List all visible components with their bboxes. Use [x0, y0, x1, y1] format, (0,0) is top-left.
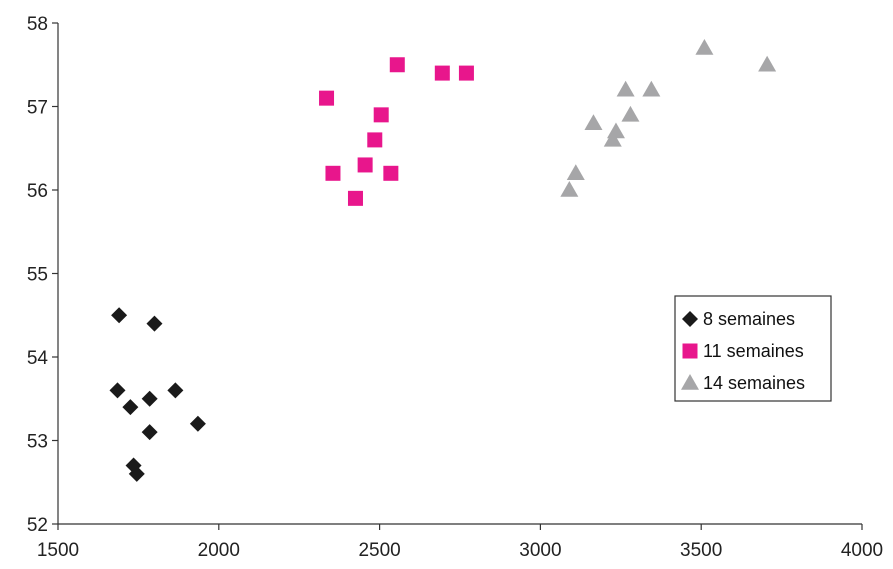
- legend-box: [674, 295, 832, 402]
- x-tick-label: 2000: [198, 540, 240, 561]
- data-points: [109, 39, 777, 482]
- data-point-triangle: [606, 122, 625, 139]
- legend: 8 semaines 11 semaines 14 semaines: [674, 295, 832, 402]
- legend-marker-square: [682, 343, 698, 359]
- data-point-triangle: [621, 105, 640, 122]
- ticks: 52 53 54 55 56 57 58 1500 2000 2500 3000 3500 4000: [27, 14, 883, 561]
- data-point-square: [373, 107, 389, 123]
- data-point-square: [357, 157, 373, 173]
- data-point-diamond: [111, 307, 128, 324]
- data-point-square: [458, 65, 474, 81]
- data-point-triangle: [758, 55, 777, 72]
- legend-label: 11 semaines: [703, 341, 804, 361]
- y-tick-label: 53: [27, 432, 48, 453]
- legend-label: 8 semaines: [703, 309, 795, 329]
- data-point-diamond: [109, 382, 126, 399]
- data-point-diamond: [167, 382, 184, 399]
- legend-marker-triangle: [681, 374, 699, 390]
- axes: [57, 23, 862, 525]
- data-point-diamond: [141, 390, 158, 407]
- x-tick-label: 2500: [358, 540, 400, 561]
- data-point-triangle: [566, 164, 585, 181]
- data-point-square: [383, 165, 399, 181]
- data-point-square: [319, 90, 335, 106]
- data-point-diamond: [141, 424, 158, 441]
- data-point-triangle: [584, 114, 603, 130]
- data-point-triangle: [560, 181, 579, 197]
- y-tick-label: 57: [27, 98, 48, 119]
- y-tick-label: 56: [27, 181, 48, 202]
- y-tick-label: 55: [27, 265, 48, 286]
- data-point-diamond: [146, 315, 163, 332]
- data-point-square: [389, 57, 405, 73]
- y-tick-label: 52: [27, 515, 48, 536]
- data-point-triangle: [642, 80, 661, 97]
- data-point-square: [434, 65, 450, 81]
- x-tick-label: 4000: [841, 540, 883, 561]
- legend-label: 14 semaines: [703, 373, 805, 393]
- y-tick-label: 58: [27, 14, 48, 35]
- x-tick-label: 1500: [37, 540, 79, 561]
- x-tick-label: 3000: [519, 540, 561, 561]
- data-point-triangle: [695, 39, 714, 55]
- data-point-diamond: [122, 399, 139, 416]
- legend-marker-diamond: [682, 311, 698, 327]
- y-tick-label: 54: [27, 348, 49, 369]
- data-point-square: [367, 132, 383, 148]
- data-point-triangle: [603, 130, 622, 147]
- data-point-triangle: [616, 80, 635, 97]
- data-point-square: [347, 190, 363, 206]
- x-tick-label: 3500: [680, 540, 722, 561]
- data-point-square: [325, 165, 341, 181]
- data-point-diamond: [128, 465, 145, 482]
- data-point-diamond: [189, 415, 206, 432]
